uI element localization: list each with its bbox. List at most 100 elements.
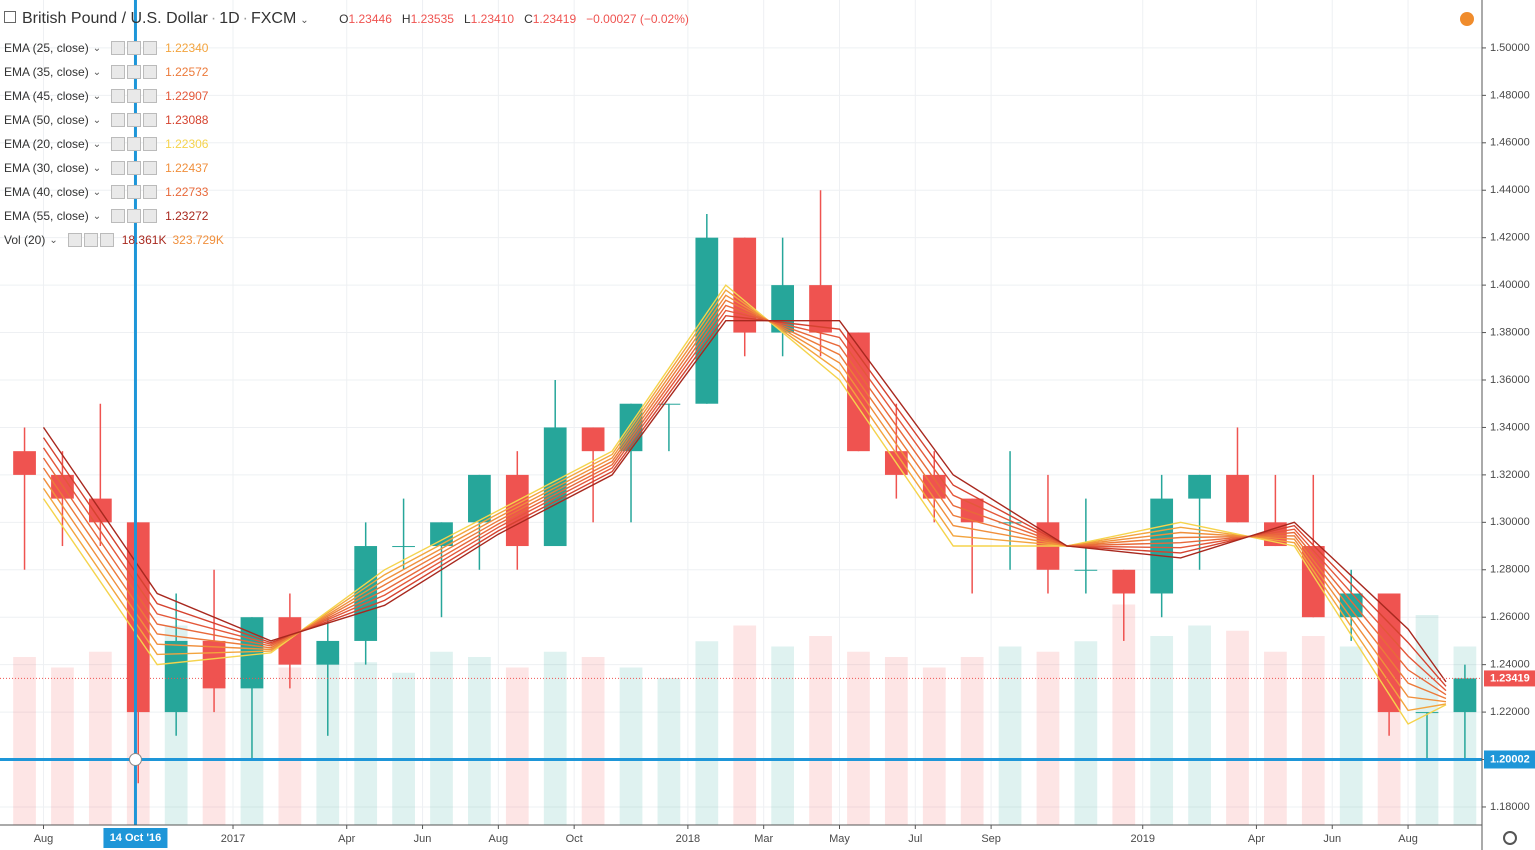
legend-name: EMA (40, close) — [4, 185, 89, 199]
volume-bar — [51, 667, 74, 825]
volume-bar — [771, 646, 795, 825]
volume-bar — [316, 657, 340, 825]
y-tick-label: 1.46000 — [1490, 137, 1530, 149]
settings-icon[interactable] — [1503, 831, 1517, 845]
candle-body — [657, 403, 681, 405]
legend-value: 18.361K — [121, 233, 167, 247]
legend-eye-icon[interactable] — [67, 233, 82, 247]
x-tick-label: Aug — [34, 833, 54, 845]
legend-close-icon[interactable] — [143, 137, 158, 151]
legend-gear-icon[interactable] — [83, 233, 98, 247]
y-tick-label: 1.30000 — [1490, 516, 1530, 528]
ema-line — [42, 284, 1447, 725]
legend-eye-icon[interactable] — [111, 209, 126, 223]
volume-bar — [1339, 646, 1363, 825]
x-tick-label: Aug — [1398, 833, 1418, 845]
crosshair-y-label: 1.20002 — [1490, 753, 1530, 765]
legend-gear-icon[interactable] — [127, 185, 142, 199]
legend-row: EMA (55, close) ⌄ 1.23272 — [4, 204, 224, 228]
legend-eye-icon[interactable] — [111, 89, 126, 103]
legend-value: 1.22306 — [165, 137, 209, 151]
candle-body — [1150, 498, 1174, 594]
legend-eye-icon[interactable] — [111, 185, 126, 199]
collapse-icon[interactable] — [4, 11, 16, 23]
legend-value: 1.22340 — [165, 41, 209, 55]
indicator-legend: EMA (25, close) ⌄ 1.22340 EMA (35, close) ⌄ 1… — [4, 36, 224, 252]
y-tick-label: 1.50000 — [1490, 42, 1530, 54]
ema-line — [42, 304, 1447, 696]
x-tick-label: Apr — [338, 833, 355, 845]
volume-bar — [1301, 636, 1325, 825]
x-tick-label: Jun — [414, 833, 432, 845]
legend-value: 1.23088 — [165, 113, 209, 127]
legend-chevron: ⌄ — [92, 210, 102, 222]
legend-gear-icon[interactable] — [127, 65, 142, 79]
volume-bar — [13, 657, 36, 825]
y-tick-label: 1.32000 — [1490, 469, 1530, 481]
volume-bar — [1150, 636, 1174, 825]
volume-bar — [468, 657, 491, 825]
volume-bar — [733, 625, 757, 825]
y-tick-label: 1.44000 — [1490, 184, 1530, 196]
candle-body — [316, 640, 340, 665]
interval[interactable]: 1D — [219, 10, 240, 27]
last-price-label-bg — [1484, 670, 1535, 687]
volume-bar — [884, 657, 908, 825]
legend-name: EMA (45, close) — [4, 89, 89, 103]
legend-value: 1.23272 — [165, 209, 209, 223]
x-tick-label: May — [829, 833, 850, 845]
y-tick-label: 1.24000 — [1490, 659, 1530, 671]
volume-bar — [202, 667, 226, 825]
ohlc-value: 1.23410 — [470, 12, 515, 26]
legend-gear-icon[interactable] — [127, 137, 142, 151]
legend-gear-icon[interactable] — [127, 89, 142, 103]
legend-eye-icon[interactable] — [111, 113, 126, 127]
legend-gear-icon[interactable] — [127, 209, 142, 223]
volume-bar — [88, 651, 112, 825]
time-axis — [0, 825, 1482, 850]
volume-bar — [809, 636, 832, 825]
legend-close-icon[interactable] — [143, 113, 158, 127]
legend-name: EMA (50, close) — [4, 113, 89, 127]
volume-bar — [278, 667, 302, 825]
legend-row: EMA (40, close) ⌄ 1.22733 — [4, 180, 224, 204]
candle-body — [733, 237, 757, 333]
legend-close-icon[interactable] — [143, 209, 158, 223]
legend-gear-icon[interactable] — [127, 161, 142, 175]
candle-body — [1453, 678, 1477, 713]
legend-close-icon[interactable] — [143, 161, 158, 175]
candle-body — [278, 617, 302, 665]
last-price-label: 1.23419 — [1490, 672, 1530, 684]
candle-body — [960, 498, 984, 523]
ohlc-value: 1.23535 — [410, 12, 454, 26]
candle-body — [1415, 712, 1439, 714]
legend-value: 1.22733 — [165, 185, 209, 199]
legend-close-icon[interactable] — [143, 185, 158, 199]
symbol[interactable]: British Pound / U.S. Dollar — [22, 10, 208, 27]
legend-name: Vol (20) — [4, 233, 46, 247]
legend-row: EMA (35, close) ⌄ 1.22572 — [4, 60, 224, 84]
legend-eye-icon[interactable] — [111, 137, 126, 151]
crosshair-y-label-bg — [1484, 750, 1535, 769]
crosshair-x-label-bg — [103, 828, 168, 848]
legend-gear-icon[interactable] — [127, 113, 142, 127]
y-tick-label: 1.28000 — [1490, 564, 1530, 576]
ohlc-label: H — [401, 12, 411, 26]
y-tick-label: 1.48000 — [1490, 89, 1530, 101]
legend-close-icon[interactable] — [143, 65, 158, 79]
legend-gear-icon[interactable] — [127, 41, 142, 55]
legend-close-icon[interactable] — [99, 233, 114, 247]
volume-bar — [998, 646, 1022, 825]
x-tick-label: Mar — [754, 833, 773, 845]
legend-eye-icon[interactable] — [111, 41, 126, 55]
volume-bar — [922, 667, 946, 825]
legend-close-icon[interactable] — [143, 89, 158, 103]
legend-row: Vol (20) ⌄ 18.361K 323.729K — [4, 228, 224, 252]
legend-close-icon[interactable] — [143, 41, 158, 55]
legend-eye-icon[interactable] — [111, 65, 126, 79]
legend-value: 323.729K — [172, 233, 224, 247]
volume-bar — [619, 667, 643, 825]
legend-eye-icon[interactable] — [111, 161, 126, 175]
y-tick-label: 1.34000 — [1490, 421, 1530, 433]
